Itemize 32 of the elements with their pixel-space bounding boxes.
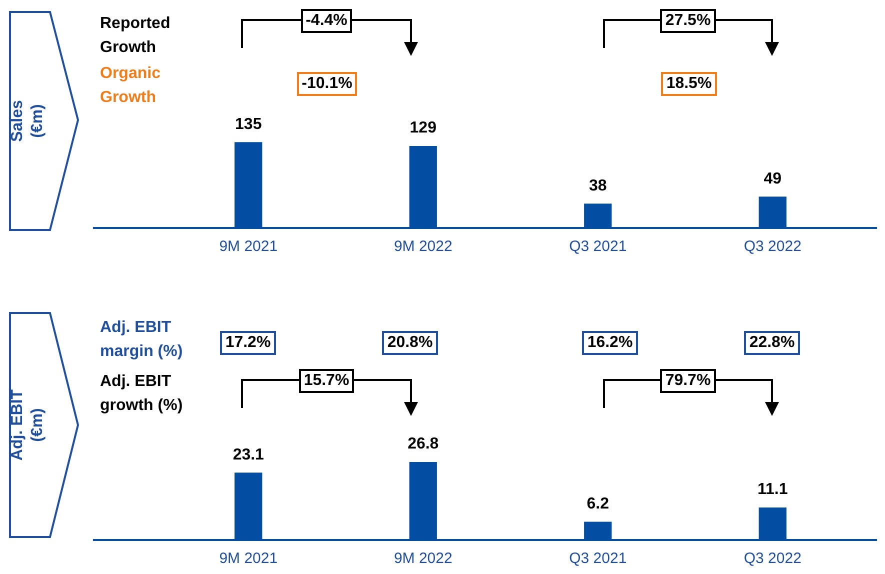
- x-tick-label: 9M 2022: [394, 238, 452, 256]
- text: 27.5%: [660, 9, 716, 33]
- data-label: 135: [235, 116, 262, 133]
- text: Organic Growth: [100, 64, 162, 108]
- text: -4.4%: [300, 9, 352, 33]
- text: 20.8%: [382, 331, 438, 355]
- y-axis-title: Sales (€m): [8, 99, 47, 144]
- data-label: 26.8: [408, 436, 439, 453]
- text: 16.2%: [582, 331, 638, 355]
- data-label: 38: [588, 177, 607, 194]
- data-label: 129: [410, 120, 437, 137]
- x-tick-label: Q3 2021: [569, 238, 627, 256]
- x-tick-label: 9M 2021: [219, 550, 278, 568]
- data-label: 23.1: [232, 446, 264, 464]
- text: Adj. EBIT growth (%): [100, 372, 184, 416]
- x-tick-label: Q3 2022: [744, 238, 802, 256]
- data-label: 11.1: [757, 481, 788, 498]
- text: 17.2%: [220, 331, 276, 355]
- text: Reported Growth: [100, 14, 172, 58]
- x-tick-label: 9M 2021: [219, 238, 278, 256]
- x-tick-label: 9M 2022: [394, 550, 452, 568]
- text: Adj. EBIT margin (%): [100, 318, 184, 362]
- x-tick-label: Q3 2022: [744, 550, 802, 568]
- x-tick-label: Q3 2021: [569, 550, 627, 568]
- text: 15.7%: [298, 369, 354, 393]
- y-axis-title: Adj. EBIT (€m): [8, 388, 47, 463]
- text: 79.7%: [660, 369, 716, 393]
- data-label: 6.2: [586, 495, 610, 512]
- data-label: 49: [764, 170, 782, 188]
- text: -10.1%: [296, 72, 358, 96]
- text: 18.5%: [661, 72, 717, 96]
- text: 22.8%: [744, 331, 800, 355]
